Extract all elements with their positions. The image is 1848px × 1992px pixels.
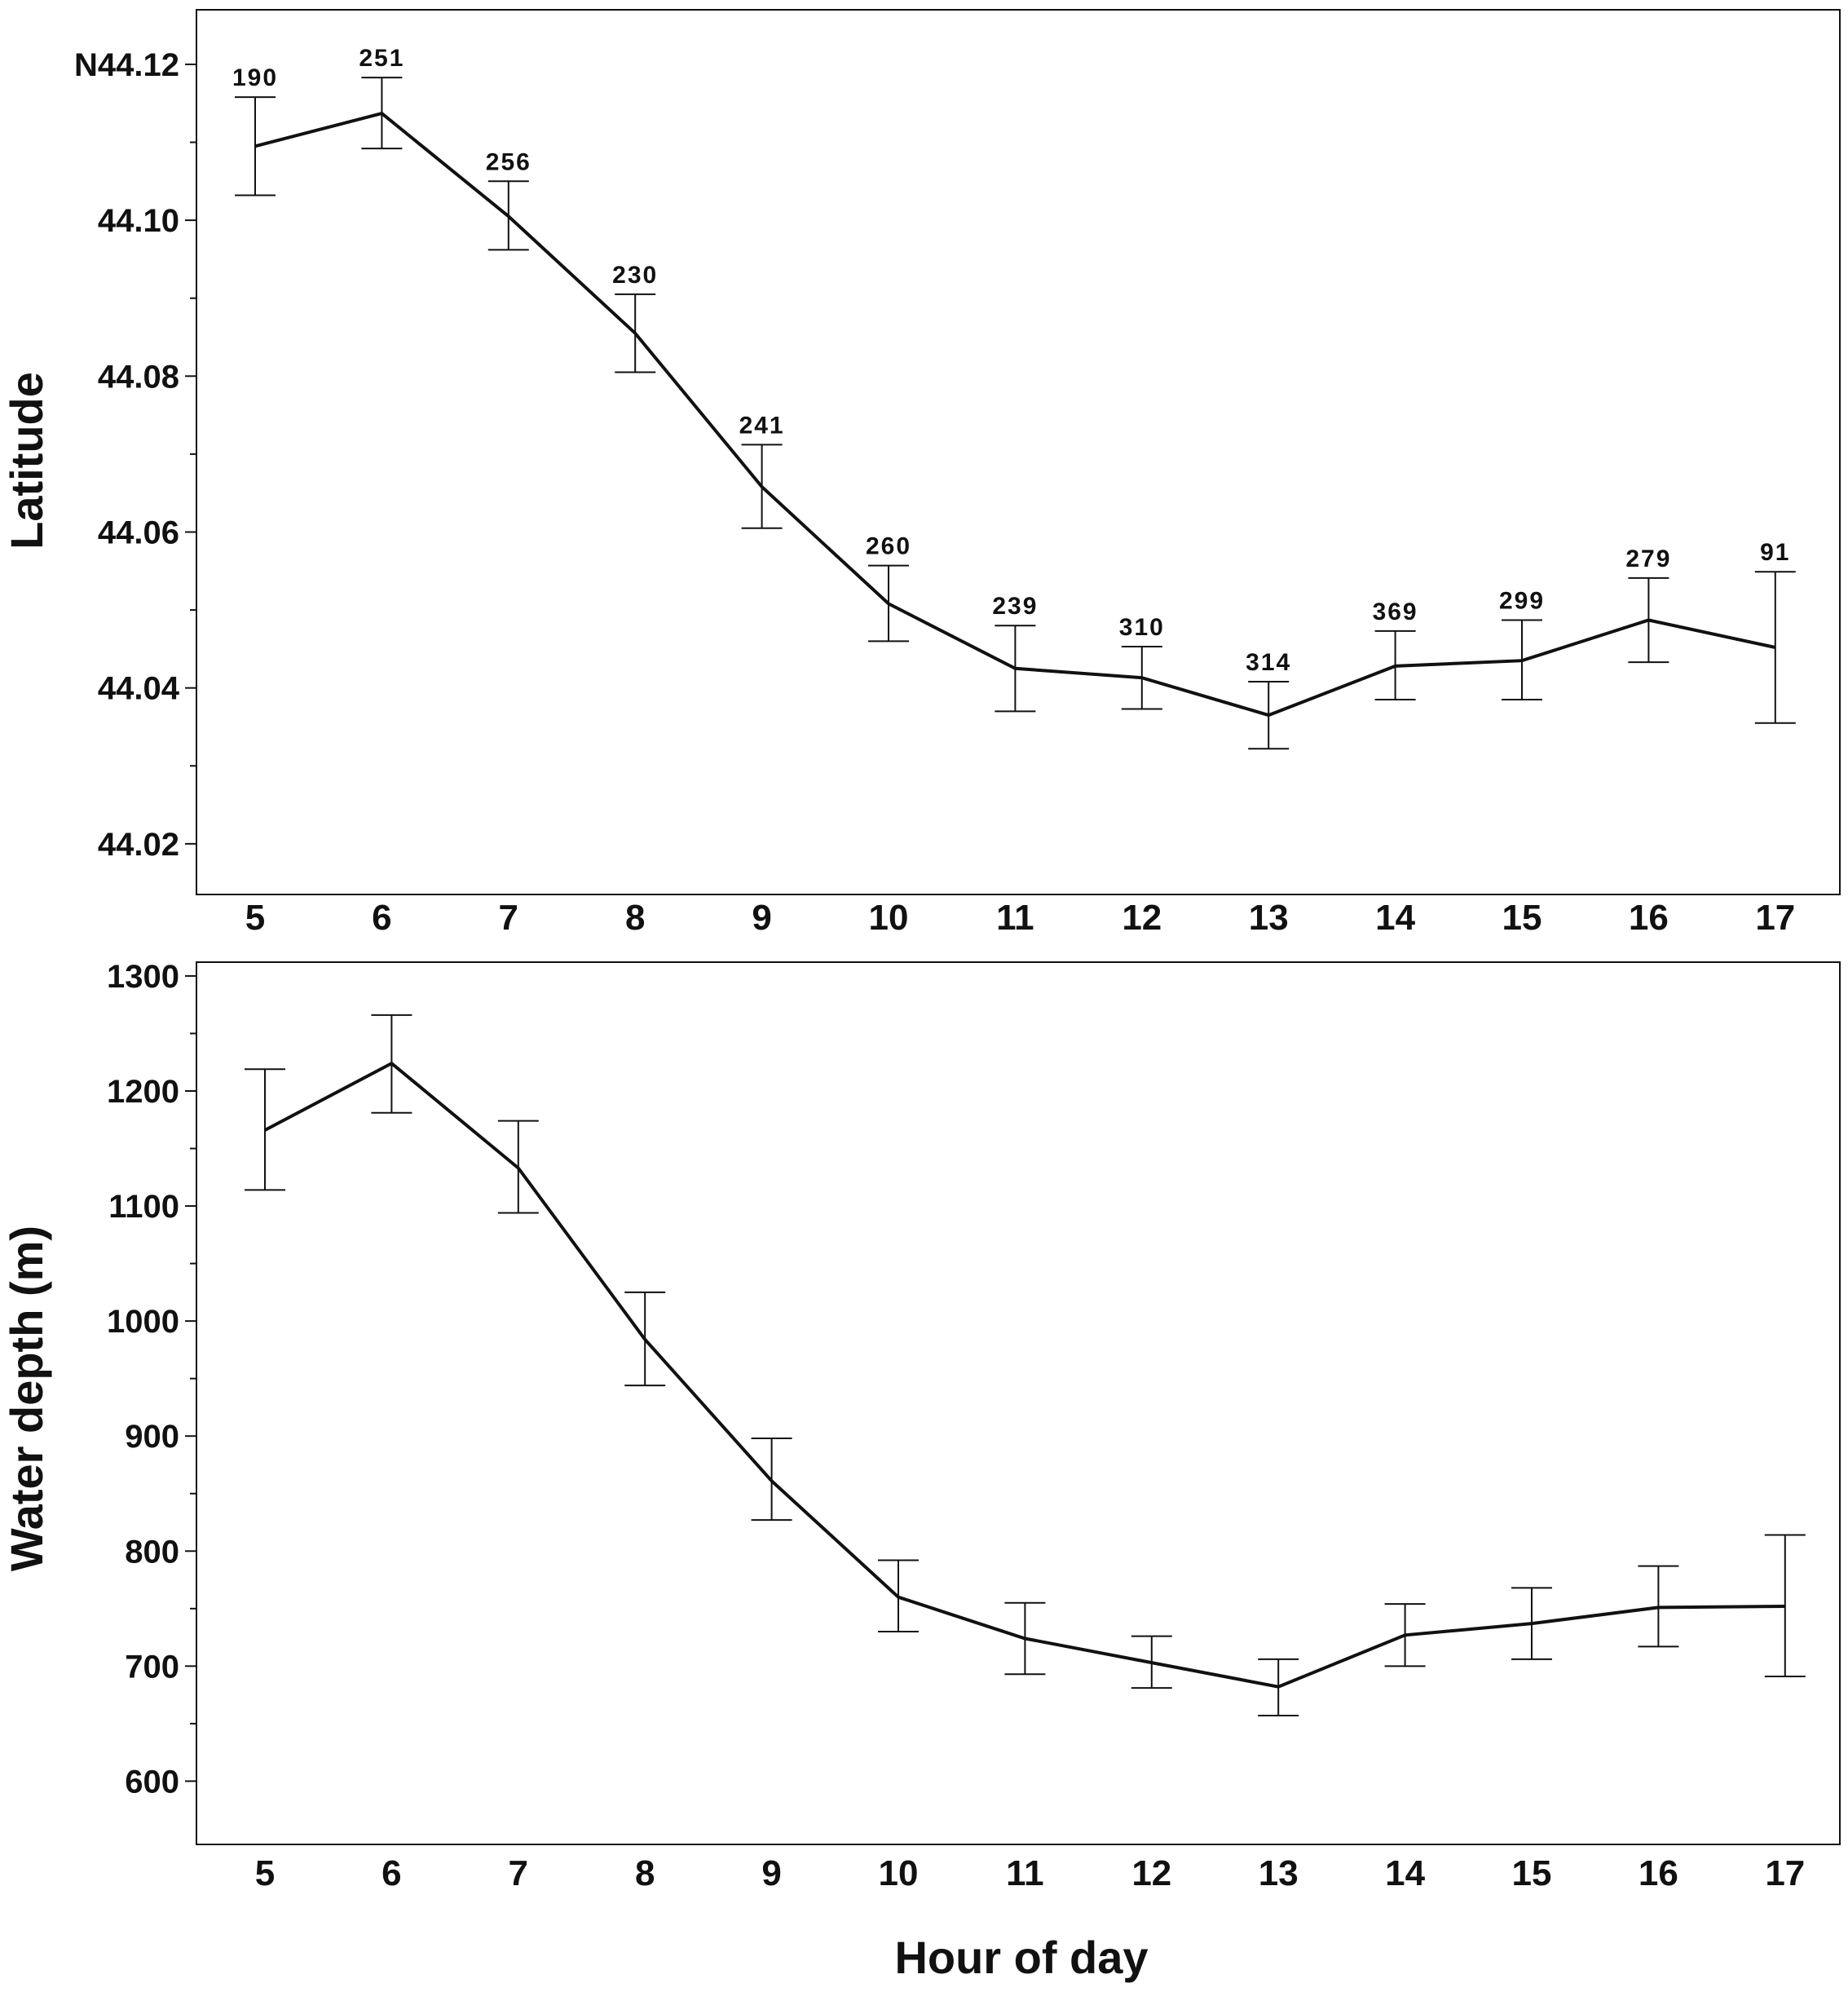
latitude-y-tick-label: 44.06	[98, 515, 179, 550]
water-depth-x-tick-label: 15	[1512, 1853, 1552, 1893]
water-depth-plot-frame	[196, 961, 1841, 1845]
latitude-y-ticks: 44.02 44.04 44.06 44.08 44.10 N44.12	[74, 47, 196, 863]
water-depth-y-tick-label: 900	[125, 1419, 179, 1455]
latitude-sample-size-label: 251	[359, 45, 404, 72]
water-depth-x-tick-label: 10	[879, 1853, 919, 1893]
water-depth-x-tick-label: 12	[1131, 1853, 1171, 1893]
water-depth-x-tick-label: 17	[1765, 1853, 1805, 1893]
latitude-x-tick-label: 12	[1122, 898, 1162, 938]
water-depth-x-tick-label: 16	[1639, 1853, 1678, 1893]
latitude-x-tick-label: 17	[1755, 898, 1795, 938]
latitude-y-tick-label: N44.12	[74, 47, 179, 83]
water-depth-y-tick-label: 1000	[107, 1304, 179, 1340]
latitude-sample-size-label: 279	[1625, 545, 1671, 572]
water-depth-x-ticks: 5 6 7 8 9 10 11 12 13 14 15 16 17	[255, 1853, 1806, 1893]
latitude-x-tick-label: 7	[499, 898, 518, 938]
water-depth-x-tick-label: 5	[255, 1853, 275, 1893]
latitude-sample-size-label: 190	[232, 64, 278, 91]
latitude-sample-size-label: 239	[992, 593, 1038, 620]
latitude-sample-size-label: 260	[866, 533, 911, 560]
latitude-y-tick-label: 44.08	[98, 359, 179, 395]
latitude-sample-size-label: 314	[1246, 649, 1291, 676]
latitude-sample-size-label: 91	[1760, 539, 1790, 566]
water-depth-x-tick-label: 13	[1259, 1853, 1299, 1893]
latitude-x-tick-label: 8	[625, 898, 645, 938]
latitude-sample-size-label: 299	[1499, 588, 1545, 615]
x-axis-title: Hour of day	[894, 1932, 1148, 1983]
latitude-x-tick-label: 13	[1249, 898, 1289, 938]
latitude-y-tick-label: 44.04	[98, 671, 180, 707]
latitude-plot-frame	[196, 9, 1841, 895]
water-depth-series-line	[264, 1061, 1785, 1689]
water-depth-axis-title: Water depth (m)	[1, 1226, 52, 1571]
water-depth-panel: Water depth (m) 600 700 800 900 1000 1100 1200…	[1, 959, 1841, 1893]
latitude-sample-size-label: 241	[739, 412, 785, 439]
latitude-axis-title: Latitude	[1, 372, 52, 550]
latitude-x-tick-label: 14	[1375, 898, 1415, 938]
latitude-sample-size-label: 369	[1373, 598, 1418, 625]
water-depth-x-tick-label: 11	[1006, 1853, 1044, 1893]
latitude-x-tick-label: 9	[752, 898, 771, 938]
latitude-sample-size-label: 256	[486, 148, 531, 175]
latitude-x-tick-label: 11	[996, 898, 1034, 938]
water-depth-x-tick-label: 6	[382, 1853, 401, 1893]
latitude-sample-size-labels: 190 251 256 230 241 260 239 310 314 369 299 279 91	[232, 45, 1790, 676]
water-depth-y-tick-label: 1300	[107, 959, 179, 995]
latitude-series-line	[254, 111, 1776, 718]
latitude-x-ticks: 5 6 7 8 9 10 11 12 13 14 15 16 17	[245, 898, 1796, 938]
latitude-x-tick-label: 16	[1629, 898, 1669, 938]
water-depth-x-tick-label: 8	[635, 1853, 655, 1893]
water-depth-y-tick-label: 800	[125, 1534, 179, 1570]
latitude-x-tick-label: 15	[1502, 898, 1542, 938]
latitude-x-tick-label: 5	[245, 898, 265, 938]
latitude-panel: Latitude 44.02 44.04 44.06 44.08 44.10 N44.12…	[1, 9, 1841, 938]
water-depth-x-tick-label: 9	[761, 1853, 781, 1893]
water-depth-x-tick-label: 14	[1385, 1853, 1425, 1893]
water-depth-y-tick-label: 1200	[107, 1074, 179, 1110]
water-depth-y-tick-label: 700	[125, 1649, 179, 1685]
water-depth-error-bar	[1764, 1534, 1806, 1678]
latitude-y-tick-label: 44.02	[98, 827, 179, 863]
water-depth-x-tick-label: 7	[509, 1853, 528, 1893]
latitude-sample-size-label: 230	[612, 262, 658, 289]
latitude-sample-size-label: 310	[1119, 614, 1165, 641]
latitude-x-tick-label: 6	[372, 898, 391, 938]
latitude-x-tick-label: 10	[869, 898, 909, 938]
water-depth-y-tick-label: 600	[125, 1764, 179, 1800]
latitude-y-tick-label: 44.10	[98, 203, 179, 239]
water-depth-y-ticks: 600 700 800 900 1000 1100 1200 1300	[107, 959, 196, 1800]
water-depth-y-tick-label: 1100	[108, 1189, 179, 1225]
